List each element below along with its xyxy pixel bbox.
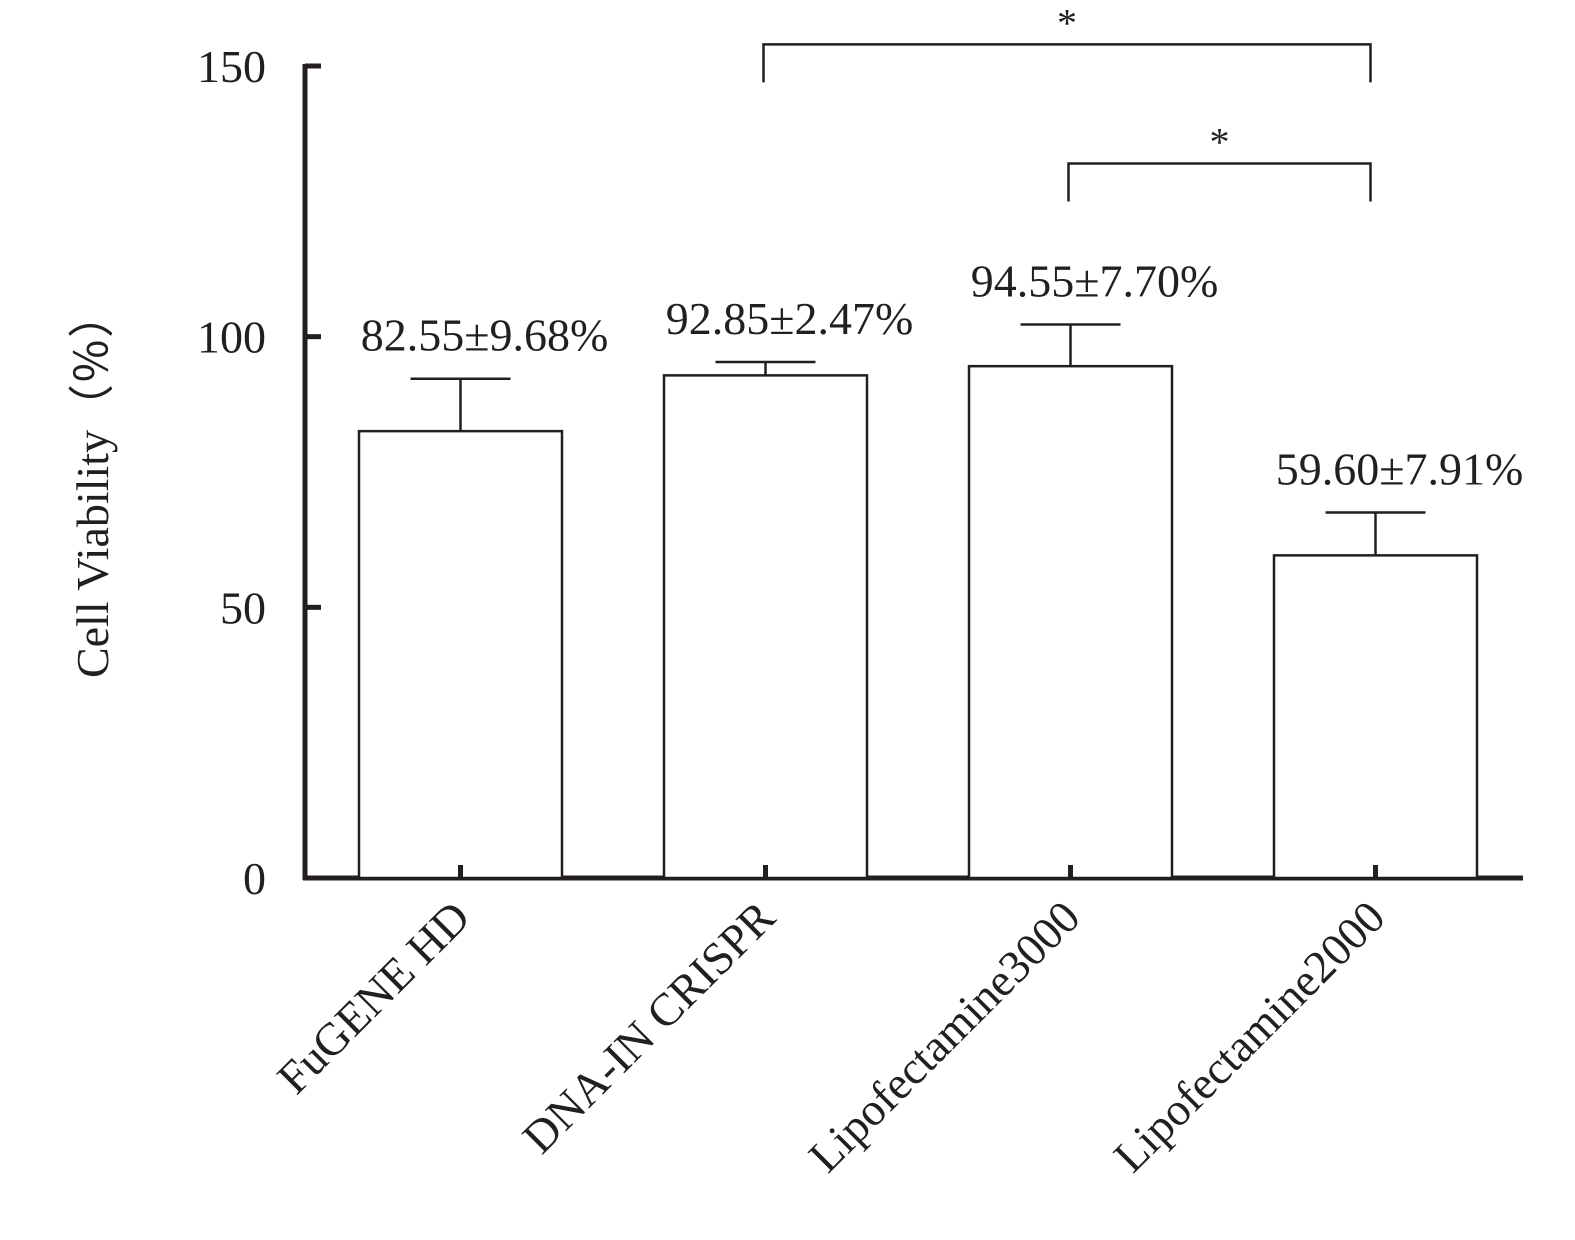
category-label: FuGENE HD — [267, 891, 479, 1103]
bars: 82.55±9.68% FuGENE HD 92.85±2.47% DNA-IN CR… — [267, 255, 1523, 1181]
bar — [967, 364, 1174, 880]
bar — [1272, 554, 1479, 880]
significance-bracket — [762, 43, 1372, 83]
data-label: 94.55±7.70% — [971, 255, 1219, 306]
y-tick-label: 0 — [243, 853, 266, 904]
category-label: DNA-IN CRISPR — [513, 891, 785, 1163]
significance-bracket — [1067, 162, 1372, 202]
y-tick-label: 50 — [220, 582, 266, 633]
significance-brackets: ** — [762, 0, 1372, 202]
significance-marker: * — [1210, 119, 1230, 164]
y-tick-label: 100 — [197, 312, 266, 363]
bar — [357, 429, 564, 880]
data-label: 59.60±7.91% — [1276, 444, 1524, 495]
category-label: Lipofectamine3000 — [799, 891, 1090, 1182]
y-axis-title: Cell Viability（％） — [67, 292, 118, 678]
category-label: Lipofectamine2000 — [1104, 891, 1395, 1182]
bar — [662, 374, 869, 880]
data-label: 92.85±2.47% — [666, 293, 914, 344]
y-tick-label: 150 — [197, 41, 266, 92]
significance-marker: * — [1057, 0, 1077, 45]
data-label: 82.55±9.68% — [361, 310, 609, 361]
